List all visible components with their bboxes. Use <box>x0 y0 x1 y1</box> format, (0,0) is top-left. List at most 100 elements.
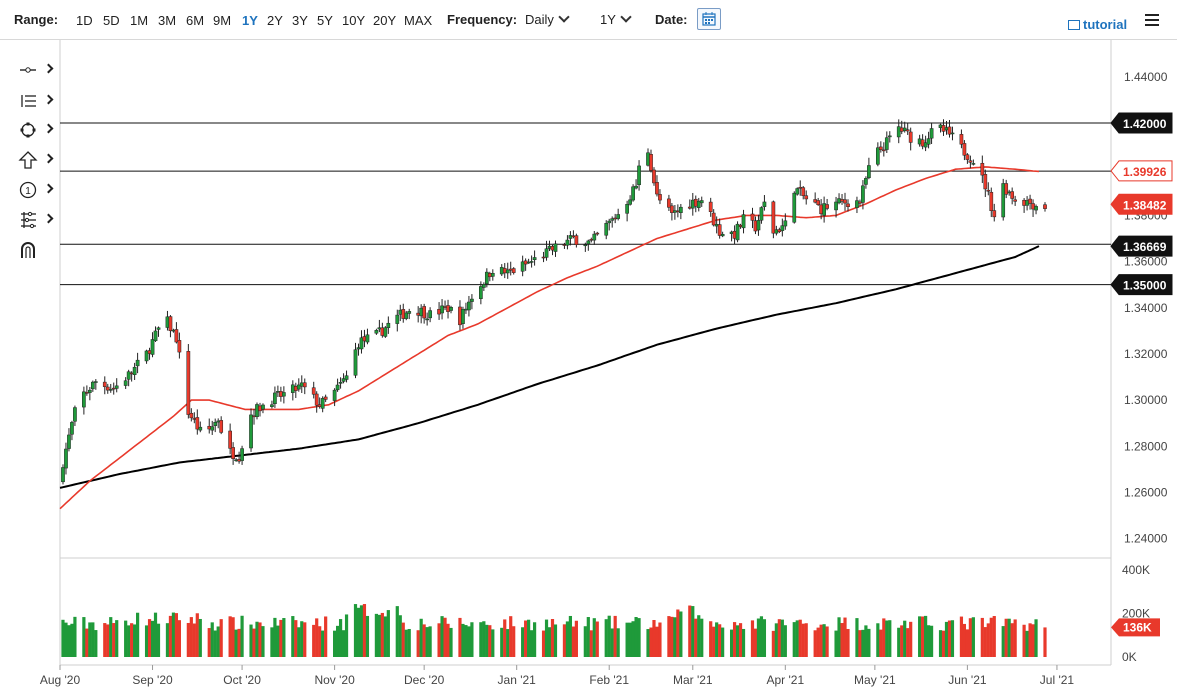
volume-bar <box>171 612 176 657</box>
candle-body <box>317 404 322 407</box>
volume-bar <box>422 624 426 657</box>
price-tick-label: 1.36000 <box>1124 255 1168 269</box>
candle-body <box>905 129 910 132</box>
volume-bar <box>700 618 704 657</box>
volume-bar <box>198 618 202 657</box>
candle-body <box>923 142 928 148</box>
candle-body <box>508 268 513 271</box>
svg-text:1: 1 <box>25 186 31 197</box>
range-3y[interactable]: 3Y <box>292 13 308 28</box>
candle-body <box>126 371 131 380</box>
candle-body <box>67 434 71 449</box>
volume-bar <box>649 627 653 657</box>
volume-bar <box>279 619 283 657</box>
volume-bar <box>688 605 692 657</box>
range-5d[interactable]: 5D <box>103 13 120 28</box>
hamburger-menu-icon[interactable] <box>1145 14 1159 26</box>
candle-body <box>219 420 224 433</box>
volume-bar <box>759 616 764 657</box>
candle-body <box>878 146 883 150</box>
range-1y[interactable]: 1Y <box>242 13 258 28</box>
volume-bar <box>67 625 71 657</box>
volume-bar <box>753 628 758 657</box>
calendar-button[interactable] <box>697 8 721 30</box>
candle-body <box>798 186 803 189</box>
volume-bar <box>897 627 901 657</box>
volume-bar <box>258 622 262 657</box>
candle-body <box>1001 183 1006 218</box>
volume-bar <box>115 620 119 657</box>
line-tool[interactable] <box>14 59 58 81</box>
candle-body <box>855 200 859 208</box>
candle-body <box>670 205 674 213</box>
volume-bar <box>237 628 241 657</box>
range-10y[interactable]: 10Y <box>342 13 366 28</box>
tutorial-link[interactable]: tutorial <box>1068 17 1127 32</box>
candle-body <box>759 207 764 221</box>
volume-bar <box>449 627 453 657</box>
range-6m[interactable]: 6M <box>186 13 205 28</box>
volume-bar <box>91 622 95 657</box>
candle-body <box>574 235 579 245</box>
volume-bar <box>324 616 328 657</box>
arrow-tool[interactable] <box>14 149 58 171</box>
price-tag-label: 1.39926 <box>1123 165 1167 179</box>
range-1m[interactable]: 1M <box>130 13 149 28</box>
shape-tool[interactable] <box>14 119 58 141</box>
candle-body <box>687 206 692 209</box>
candle-body <box>380 327 385 336</box>
candle-body <box>825 204 829 209</box>
range-9m[interactable]: 9M <box>213 13 232 28</box>
candle-body <box>595 232 600 235</box>
candle-body <box>61 467 65 483</box>
range-1d[interactable]: 1D <box>76 13 93 28</box>
volume-bar <box>947 620 952 657</box>
price-tick-label: 1.28000 <box>1124 439 1168 453</box>
volume-bar <box>527 619 531 657</box>
volume-bar <box>715 622 719 657</box>
candle-body <box>314 393 319 406</box>
magnet-tool[interactable] <box>14 239 58 261</box>
candle-body <box>959 134 964 145</box>
candle-body <box>1013 199 1018 202</box>
candle-body <box>843 199 847 204</box>
volume-bar <box>374 613 378 657</box>
candle-body <box>282 392 286 397</box>
annotation-tool[interactable]: 1 <box>14 179 58 201</box>
volume-bar <box>70 623 74 657</box>
volume-bar <box>553 624 558 657</box>
candle-body <box>505 269 510 274</box>
range-2y[interactable]: 2Y <box>267 13 283 28</box>
candle-body <box>980 162 985 176</box>
volume-bar <box>404 629 408 657</box>
candle-body <box>401 309 406 319</box>
candle-body <box>168 316 173 332</box>
volume-bar <box>1001 626 1005 657</box>
frequency-value: Daily <box>525 12 554 27</box>
volume-bar <box>73 616 77 657</box>
volume-bar <box>416 630 420 657</box>
volume-bar <box>986 623 990 657</box>
candle-body <box>273 392 277 404</box>
volume-bar <box>613 615 617 657</box>
fibonacci-tool[interactable] <box>14 90 58 112</box>
range-max[interactable]: MAX <box>404 13 433 28</box>
candle-body <box>822 203 826 216</box>
volume-bar <box>586 617 590 657</box>
period-select[interactable]: 1Y <box>600 11 632 27</box>
candle-body <box>858 201 862 204</box>
candle-body <box>467 301 471 311</box>
candle-body <box>583 244 588 247</box>
volume-bar <box>652 619 656 657</box>
measure-tool[interactable] <box>14 209 58 231</box>
candle-body <box>198 426 203 431</box>
candle-body <box>356 347 361 350</box>
arrow-up-icon <box>18 151 38 169</box>
range-3m[interactable]: 3M <box>158 13 177 28</box>
volume-bar <box>500 627 504 657</box>
candle-body <box>950 132 955 135</box>
range-5y[interactable]: 5Y <box>317 13 333 28</box>
frequency-select[interactable]: Daily <box>525 11 570 27</box>
range-20y[interactable]: 20Y <box>373 13 397 28</box>
